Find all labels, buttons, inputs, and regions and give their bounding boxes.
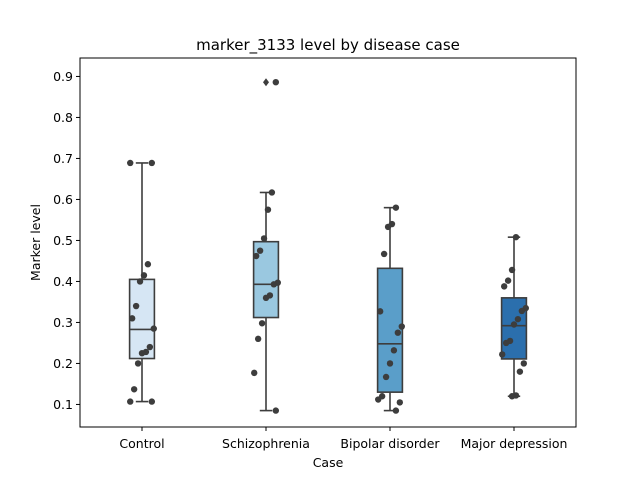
data-point [380, 250, 388, 258]
data-point [148, 398, 156, 405]
points-schizophrenia [251, 78, 281, 414]
data-point [128, 315, 136, 322]
data-point [398, 323, 405, 330]
data-point [132, 302, 140, 310]
outlier-marker [263, 78, 269, 87]
points-major-depression [499, 233, 529, 400]
data-point [384, 223, 392, 231]
data-point [392, 407, 400, 414]
data-point [272, 407, 280, 414]
x-tick-label: Major depression [461, 436, 568, 451]
data-point [146, 343, 154, 351]
data-point [127, 398, 134, 405]
data-point [150, 325, 157, 332]
data-point [148, 159, 156, 167]
y-tick-label: 0.9 [53, 69, 73, 84]
data-point [136, 278, 144, 285]
data-point [392, 204, 400, 211]
y-axis-title: Marker level [28, 204, 43, 281]
data-point [502, 339, 510, 347]
data-point [382, 373, 390, 381]
data-point [262, 294, 270, 302]
iqr-box [500, 297, 528, 360]
data-point [508, 266, 516, 274]
data-point [252, 252, 260, 260]
data-point [270, 281, 278, 288]
axes-frame [79, 57, 577, 428]
data-point [375, 396, 382, 403]
data-point [376, 308, 384, 315]
data-point [272, 78, 280, 86]
x-tick-label: Schizophrenia [222, 436, 310, 451]
data-point [508, 393, 516, 400]
data-point [394, 329, 402, 336]
y-tick-label: 0.3 [53, 315, 73, 330]
data-point [260, 235, 268, 242]
data-point [130, 386, 138, 393]
data-point [510, 321, 518, 328]
data-point [386, 360, 394, 367]
data-point [520, 360, 528, 367]
y-tick-label: 0.4 [53, 274, 73, 289]
data-point [390, 347, 398, 354]
data-point [500, 283, 508, 290]
y-tick-label: 0.1 [53, 397, 73, 412]
x-tick-label: Bipolar disorder [340, 436, 440, 451]
y-tick-label: 0.7 [53, 151, 73, 166]
y-tick-label: 0.6 [53, 192, 73, 207]
x-tick-label: Control [119, 436, 164, 451]
data-point [258, 320, 266, 327]
points-bipolar-disorder [375, 204, 405, 414]
x-axis-title: Case [313, 455, 344, 470]
plot-area [127, 78, 529, 414]
data-point [512, 233, 520, 241]
data-point [127, 159, 134, 167]
data-point [256, 247, 264, 254]
data-point [251, 369, 258, 377]
chart-title: marker_3133 level by disease case [196, 36, 460, 55]
data-point [514, 315, 522, 323]
data-point [396, 399, 404, 406]
y-tick-label: 0.8 [53, 110, 73, 125]
data-point [254, 335, 262, 343]
data-point [268, 189, 276, 196]
data-point [144, 261, 152, 268]
data-point [518, 307, 526, 315]
data-point [134, 360, 142, 367]
y-tick-label: 0.2 [53, 356, 73, 371]
data-point [138, 350, 146, 357]
data-point [264, 206, 272, 213]
y-tick-label: 0.5 [53, 233, 73, 248]
data-point [140, 272, 148, 279]
data-point [499, 351, 506, 358]
data-point [516, 368, 524, 375]
data-point [504, 277, 512, 284]
points-control [127, 159, 157, 405]
